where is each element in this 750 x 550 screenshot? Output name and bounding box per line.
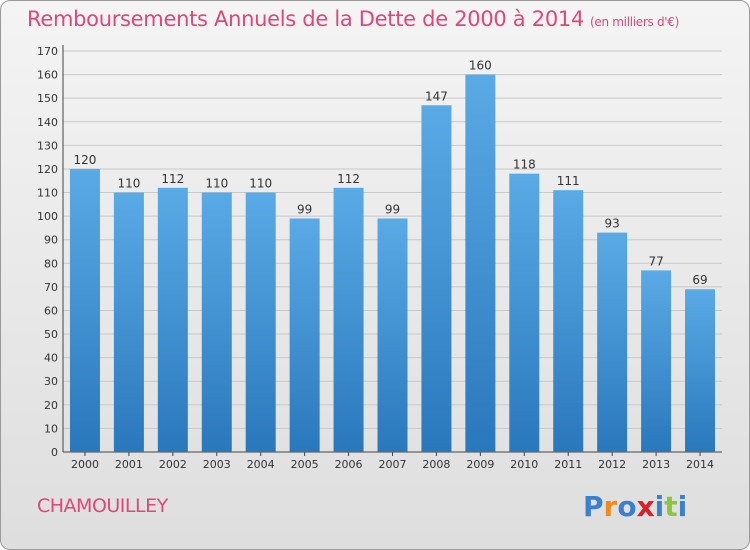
bar: [377, 218, 408, 452]
commune-name: CHAMOUILLEY: [37, 495, 168, 517]
data-label: 110: [117, 177, 140, 191]
x-tick-label: 2012: [598, 458, 626, 471]
bar: [553, 190, 584, 452]
y-tick-label: 30: [44, 375, 58, 388]
logo-letter: P: [583, 490, 604, 523]
logo-letter: o: [617, 490, 637, 523]
chart-title: Remboursements Annuels de la Dette de 20…: [27, 7, 679, 31]
data-label: 112: [337, 172, 360, 186]
logo-letter: i: [654, 490, 665, 523]
chart-unit: (en milliers d'€): [590, 15, 680, 29]
data-label: 77: [648, 254, 663, 268]
x-tick-label: 2001: [115, 458, 143, 471]
logo-letter: t: [664, 490, 678, 523]
logo-letter: i: [677, 490, 688, 523]
data-label: 69: [692, 273, 707, 287]
y-tick-label: 120: [37, 163, 58, 176]
y-tick-label: 170: [37, 45, 58, 58]
bar: [641, 270, 672, 452]
data-label: 110: [205, 177, 228, 191]
y-tick-label: 100: [37, 210, 58, 223]
y-tick-label: 50: [44, 328, 58, 341]
bar: [245, 192, 276, 452]
y-tick-label: 20: [44, 399, 58, 412]
bar: [157, 187, 188, 452]
y-tick-label: 0: [51, 446, 58, 459]
bar: [289, 218, 320, 452]
bar: [465, 74, 496, 453]
data-label: 160: [469, 59, 492, 73]
x-tick-label: 2008: [422, 458, 450, 471]
y-tick-label: 60: [44, 304, 58, 317]
data-label: 99: [385, 202, 400, 216]
bar: [421, 105, 452, 453]
x-tick-label: 2000: [71, 458, 99, 471]
data-label: 112: [161, 172, 184, 186]
data-label: 111: [557, 174, 580, 188]
bars: [69, 74, 716, 453]
x-tick-label: 2009: [466, 458, 494, 471]
data-label: 120: [74, 153, 97, 167]
logo-letter: x: [636, 490, 655, 523]
axes: 0 10 20 30 40 50 60 70 80 90 100 110 120 130 140 150 160…: [37, 45, 722, 471]
bar: [509, 173, 540, 453]
x-tick-label: 2002: [159, 458, 187, 471]
data-label: 99: [297, 202, 312, 216]
proxiti-logo: Proxiti: [583, 490, 687, 523]
logo-letter: r: [603, 490, 618, 523]
x-tick-label: 2003: [203, 458, 231, 471]
chart-title-text: Remboursements Annuels de la Dette de 20…: [27, 7, 584, 31]
y-tick-label: 90: [44, 234, 58, 247]
x-tick-label: 2011: [554, 458, 582, 471]
y-tick-label: 110: [37, 187, 58, 200]
x-tick-label: 2004: [247, 458, 275, 471]
data-label: 118: [513, 158, 536, 172]
y-tick-label: 40: [44, 352, 58, 365]
data-labels: 120 110 112 110 110 99 112 99 147 160 118 111 93 77 69: [74, 59, 708, 288]
x-tick-label: 2007: [379, 458, 407, 471]
data-label: 110: [249, 177, 272, 191]
x-tick-label: 2014: [686, 458, 714, 471]
data-label: 147: [425, 89, 448, 103]
bar: [685, 289, 716, 452]
y-tick-label: 80: [44, 257, 58, 270]
y-tick-label: 140: [37, 116, 58, 129]
y-tick-label: 130: [37, 139, 58, 152]
x-tick-label: 2006: [335, 458, 363, 471]
bar: [201, 192, 232, 452]
y-tick-label: 70: [44, 281, 58, 294]
y-tick-label: 10: [44, 422, 58, 435]
y-tick-label: 150: [37, 92, 58, 105]
bar: [113, 192, 144, 452]
y-tick-label: 160: [37, 69, 58, 82]
data-label: 93: [605, 217, 620, 231]
bar: [333, 187, 364, 452]
bar: [597, 232, 628, 452]
x-tick-label: 2010: [510, 458, 538, 471]
x-tick-label: 2013: [642, 458, 670, 471]
bar: [69, 168, 100, 453]
x-tick-label: 2005: [291, 458, 319, 471]
